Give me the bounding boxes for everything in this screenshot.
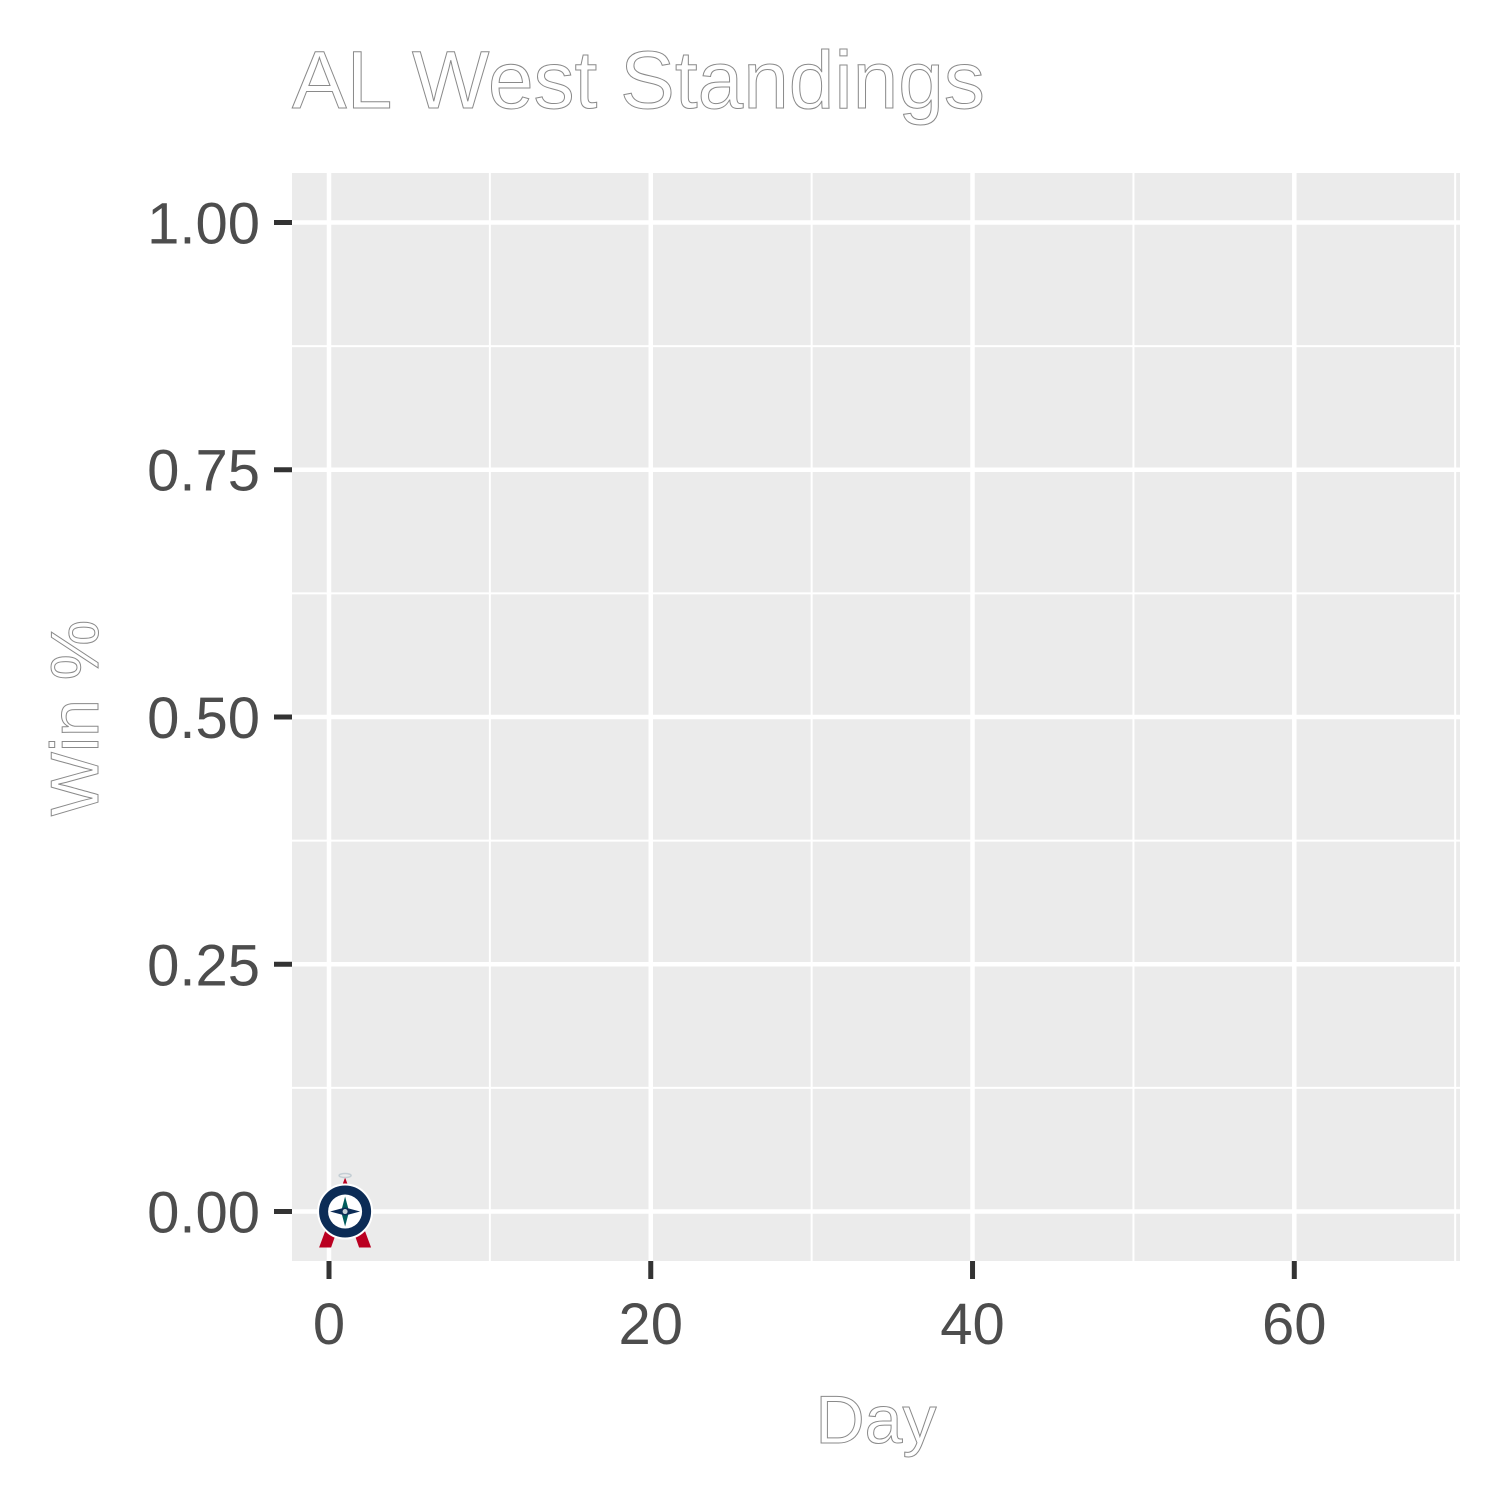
x-tick-label: 40 <box>940 1292 1005 1357</box>
data-points <box>317 1172 374 1248</box>
y-tick-label: 0.00 <box>147 1181 260 1246</box>
y-axis-title: Win % <box>37 620 113 816</box>
y-tick-label: 0.50 <box>147 686 260 751</box>
y-tick-label: 0.75 <box>147 439 260 504</box>
y-tick-label: 1.00 <box>147 191 260 256</box>
mariners-compass-center <box>342 1209 348 1215</box>
y-tick-label: 0.25 <box>147 933 260 998</box>
x-axis: 0 20 40 60 <box>313 1261 1327 1357</box>
x-axis-title: Day <box>816 1382 937 1458</box>
x-tick-label: 20 <box>619 1292 684 1357</box>
major-gridlines <box>292 173 1460 1261</box>
x-tick-label: 0 <box>313 1292 345 1357</box>
mariners-logo-icon <box>317 1183 374 1240</box>
chart-title: AL West Standings <box>292 35 985 126</box>
x-tick-label: 60 <box>1262 1292 1327 1357</box>
y-axis: 0.00 0.25 0.50 0.75 1.00 <box>147 191 292 1246</box>
angels-halo <box>338 1172 352 1179</box>
